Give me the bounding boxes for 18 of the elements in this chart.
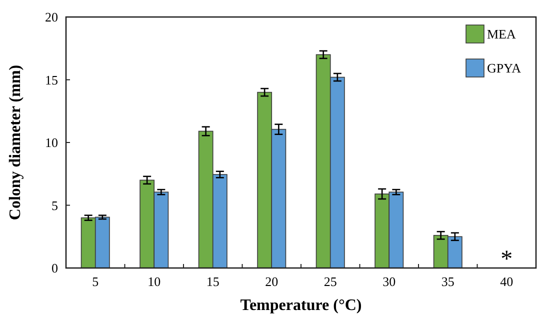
legend-label: GPYA	[487, 60, 522, 76]
annotation: *	[500, 246, 513, 272]
x-tick-label: 25	[324, 274, 337, 289]
x-tick-label: 5	[92, 274, 99, 289]
x-tick-label: 30	[382, 274, 396, 289]
x-axis-title: Temperature (°C)	[240, 297, 362, 314]
y-tick-label: 5	[52, 198, 58, 213]
y-tick-label: 15	[45, 72, 58, 88]
y-tick-label: 10	[45, 135, 58, 150]
x-tick-label: 15	[206, 274, 220, 289]
y-tick-label: 0	[52, 260, 58, 276]
y-tick-label: 20	[45, 10, 58, 25]
y-axis-title: Colony diameter (mm)	[7, 64, 24, 220]
x-tick-label: 35	[441, 274, 454, 289]
x-tick-label: 20	[265, 274, 278, 289]
x-tick-label: 10	[148, 274, 161, 289]
legend-label: MEA	[487, 26, 516, 42]
x-tick-label: 40	[500, 274, 514, 289]
